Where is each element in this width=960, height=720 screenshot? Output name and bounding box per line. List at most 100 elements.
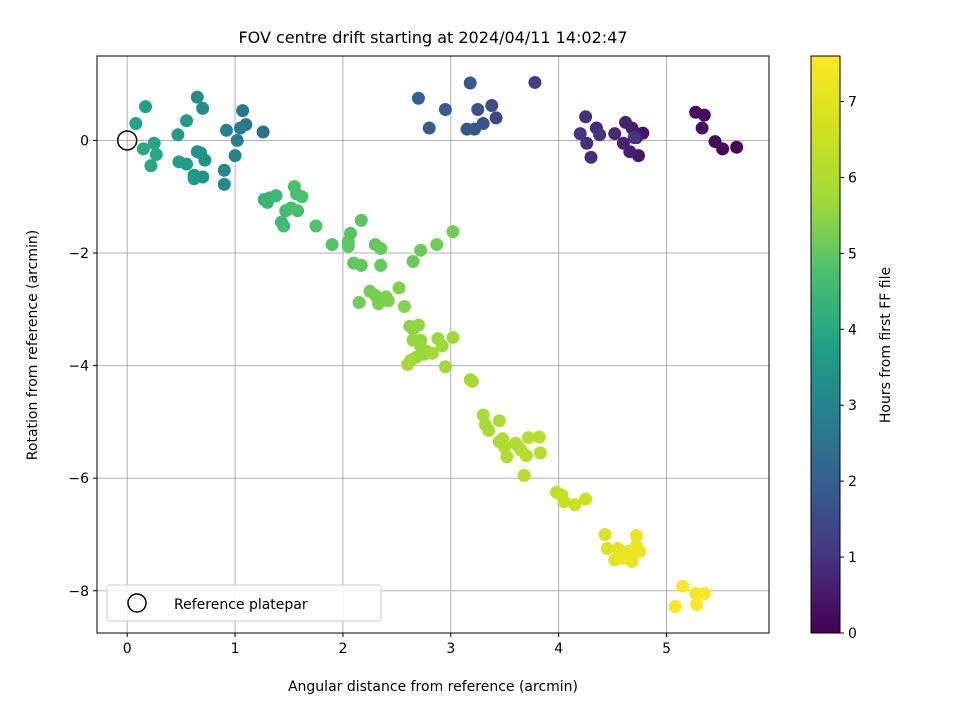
x-tick-label: 5	[662, 641, 671, 657]
data-point	[614, 551, 628, 565]
data-point	[171, 128, 185, 142]
x-tick-label: 1	[231, 641, 240, 657]
colorbar-tick-label: 5	[848, 246, 857, 262]
colorbar: 0 1 2 3 4 5 6 7 Hours from first FF file	[810, 55, 894, 642]
data-point	[422, 121, 436, 135]
data-point	[690, 598, 704, 612]
data-point	[406, 254, 420, 268]
x-tick-label: 0	[123, 641, 132, 657]
data-point	[435, 339, 449, 353]
data-point	[287, 180, 301, 194]
x-axis-ticks: 0 1 2 3 4 5	[123, 633, 671, 657]
y-tick-label: −6	[68, 471, 89, 487]
data-point	[460, 122, 474, 136]
data-point	[343, 226, 357, 240]
data-point	[573, 127, 587, 141]
data-point	[619, 115, 633, 129]
data-point	[598, 527, 612, 541]
data-point	[689, 105, 703, 119]
data-point	[139, 100, 153, 114]
data-point	[341, 239, 355, 253]
colorbar-tick-label: 0	[848, 626, 857, 642]
data-point	[136, 142, 150, 156]
colorbar-tick-label: 7	[848, 95, 857, 111]
data-point	[708, 135, 722, 149]
x-tick-label: 3	[446, 641, 455, 657]
y-axis-label: Rotation from reference (arcmin)	[25, 230, 41, 460]
data-point	[528, 75, 542, 89]
colorbar-gradient	[810, 55, 841, 634]
x-axis-label: Angular distance from reference (arcmin)	[288, 679, 578, 695]
data-point	[401, 357, 415, 371]
data-point	[354, 213, 368, 227]
data-point	[438, 102, 452, 116]
colorbar-tick-label: 3	[848, 398, 857, 414]
chart-title: FOV centre drift starting at 2024/04/11 …	[238, 28, 627, 47]
data-point	[196, 101, 210, 115]
data-point	[269, 189, 283, 203]
data-point	[233, 121, 247, 135]
colorbar-ticks: 0 1 2 3 4 5 6 7	[840, 95, 857, 642]
data-point	[446, 225, 460, 239]
data-point	[411, 318, 425, 332]
data-point	[217, 177, 231, 191]
legend: Reference platepar	[106, 584, 382, 622]
data-point	[172, 155, 186, 169]
reference-platepar-marker	[116, 130, 138, 151]
colorbar-tick-label: 4	[848, 322, 857, 338]
data-point	[492, 414, 506, 428]
data-point	[593, 128, 607, 142]
data-point	[519, 449, 533, 463]
x-tick-label: 2	[338, 641, 347, 657]
data-point	[584, 150, 598, 164]
data-point	[190, 145, 204, 159]
data-point	[295, 190, 309, 204]
data-point	[695, 121, 709, 135]
data-point	[532, 430, 546, 444]
data-point	[144, 159, 158, 173]
data-point	[668, 600, 682, 614]
data-point	[517, 468, 531, 482]
legend-marker-icon	[127, 593, 147, 613]
data-point	[277, 219, 291, 233]
data-point	[697, 587, 711, 601]
data-point	[496, 432, 510, 446]
data-point	[579, 110, 593, 124]
legend-box	[106, 584, 382, 622]
colorbar-label: Hours from first FF file	[878, 267, 894, 423]
data-point	[533, 446, 547, 460]
y-tick-label: 0	[80, 133, 89, 149]
data-point	[147, 136, 161, 150]
data-point	[414, 243, 428, 257]
data-point	[236, 104, 250, 118]
plot-frame	[96, 55, 770, 634]
data-point	[627, 131, 641, 145]
data-point	[256, 125, 270, 139]
y-tick-label: −8	[68, 584, 89, 600]
data-point	[471, 102, 485, 116]
data-point	[291, 204, 305, 218]
data-point	[438, 360, 452, 374]
data-point	[608, 127, 622, 141]
data-point	[354, 258, 368, 272]
data-point	[180, 114, 194, 128]
data-point	[352, 296, 366, 310]
data-point	[228, 149, 242, 163]
data-point	[411, 91, 425, 105]
data-point	[482, 423, 496, 437]
colorbar-tick-label: 6	[848, 170, 857, 186]
data-point	[217, 163, 231, 177]
data-point	[430, 238, 444, 252]
data-point	[187, 172, 201, 186]
data-point	[392, 281, 406, 295]
legend-entry-reference-platepar: Reference platepar	[174, 597, 308, 613]
data-point	[309, 219, 323, 233]
data-point	[521, 431, 535, 445]
data-point	[465, 374, 479, 388]
data-point	[381, 294, 395, 308]
data-point	[425, 346, 439, 360]
data-point	[629, 539, 643, 553]
data-point	[190, 90, 204, 104]
data-point	[500, 450, 514, 464]
